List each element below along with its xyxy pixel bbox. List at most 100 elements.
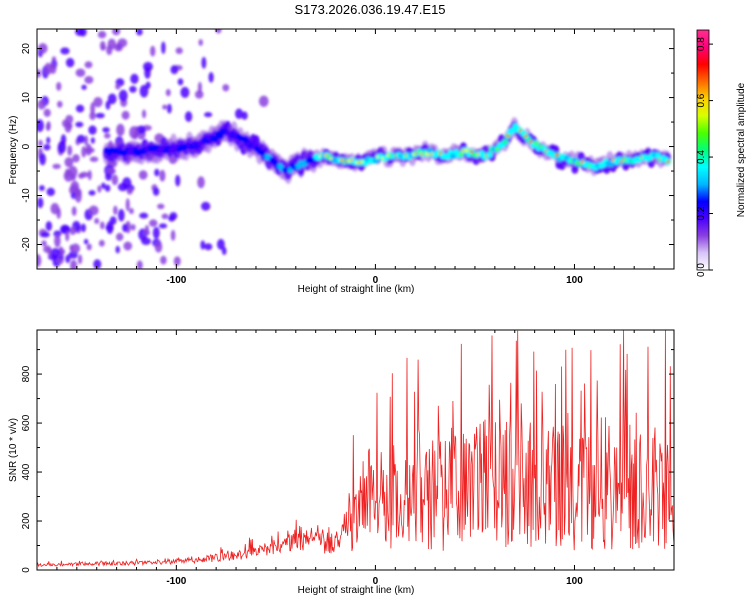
- spectrogram-noise-blob: [157, 203, 165, 210]
- spectrogram-noise-blob: [41, 240, 47, 247]
- spectrogram-noise-blob: [200, 201, 211, 211]
- spectrogram-noise-blob: [60, 47, 70, 55]
- spectrogram-noise-blob: [56, 81, 62, 91]
- spectrogram-noise-blob: [170, 229, 176, 241]
- spectrogram-noise-blob: [170, 65, 179, 75]
- spectrogram-noise-blob: [75, 104, 85, 113]
- spectrogram-noise-blob: [112, 29, 121, 36]
- spectrogram-noise-blob: [116, 123, 125, 137]
- spectrogram-noise-blob: [75, 68, 86, 78]
- spectrogram-noise-blob: [49, 62, 57, 74]
- spectrogram-noise-blob: [118, 209, 125, 222]
- y-tick-label: 0: [21, 143, 32, 149]
- spectrogram-noise-blob: [160, 255, 167, 265]
- spectrogram-noise-blob: [139, 84, 149, 98]
- spectrogram-noise-blob: [107, 38, 117, 50]
- spectrogram-noise-blob: [104, 184, 111, 192]
- x-tick-label: 100: [566, 576, 583, 587]
- x-tick-label: 100: [566, 275, 583, 286]
- spectrogram-body: [603, 165, 611, 174]
- spectrogram-noise-blob: [47, 246, 52, 258]
- spectrogram-noise-blob: [68, 165, 78, 178]
- y-tick-label: 200: [21, 512, 32, 529]
- y-tick-label: -10: [21, 188, 32, 203]
- spectrogram-noise-blob: [197, 176, 205, 189]
- spectrogram-noise-blob: [201, 56, 207, 69]
- spectrogram-noise-blob: [99, 221, 105, 230]
- spectrogram-body: [571, 165, 579, 174]
- spectrogram-noise-blob: [86, 243, 92, 251]
- spectrogram-noise-blob: [138, 170, 148, 180]
- colorbar-tick-label: 0.2: [696, 206, 707, 220]
- spectrogram-noise-blob: [38, 185, 45, 191]
- spectrogram-noise-blob: [162, 104, 168, 110]
- spectrogram-noise-blob: [78, 173, 85, 179]
- spectrogram-noise-blob: [65, 254, 71, 264]
- spectrogram-noise-blob: [165, 88, 171, 97]
- spectrogram-noise-blob: [204, 112, 213, 118]
- colorbar-label: Normalized spectral amplitude: [736, 82, 747, 217]
- spectrogram-peak: [502, 140, 508, 144]
- y-tick-label: 800: [21, 365, 32, 382]
- spectrogram-noise-blob: [37, 254, 42, 267]
- spectrogram-noise-blob: [74, 188, 82, 197]
- spectrogram-noise-blob: [184, 111, 193, 123]
- spectrogram-noise-blob: [51, 56, 57, 62]
- spectrogram-noise-blob: [94, 218, 100, 224]
- spectrogram-noise-blob: [222, 84, 230, 92]
- spectrogram-noise-blob: [46, 187, 55, 197]
- spectrogram-noise-blob: [45, 122, 51, 132]
- spectrogram-noise-blob: [70, 243, 81, 254]
- spectrogram-noise-blob: [46, 136, 51, 144]
- spectrogram-noise-blob: [70, 259, 78, 269]
- spectrogram-noise-blob: [57, 140, 66, 154]
- spectrogram-noise-blob: [64, 157, 74, 168]
- y-tick-label: 20: [21, 43, 32, 55]
- spectrogram-noise-blob: [97, 30, 107, 39]
- spectrogram-noise-blob: [102, 127, 110, 133]
- spectrogram-noise-blob: [126, 187, 133, 195]
- spectrogram-noise-blob: [53, 230, 62, 238]
- spectrogram-noise-blob: [125, 198, 130, 212]
- spectrogram-noise-blob: [38, 43, 48, 54]
- x-tick-label: -100: [166, 576, 186, 587]
- spectrogram-noise-blob: [105, 100, 111, 110]
- spectrogram-noise-blob: [101, 45, 106, 51]
- colorbar: 0.0 0.2 0.4 0.6 0.8 Normalized spectral ampl…: [696, 29, 747, 277]
- spectrogram-noise-blob: [200, 240, 206, 250]
- spectrogram-noise-blob: [158, 223, 168, 229]
- spectrogram-noise-blob: [97, 185, 102, 193]
- spectrogram-noise-blob: [75, 121, 84, 128]
- colorbar-tick-label: 0.6: [696, 93, 707, 107]
- spectrogram-noise-blob: [216, 238, 225, 250]
- spectrogram-noise-blob: [43, 144, 51, 151]
- spectrogram-hotspot: [469, 150, 474, 153]
- spectrogram-xlabel: Height of straight line (km): [298, 284, 415, 295]
- spectrogram-noise-blob: [44, 62, 52, 75]
- spectrogram-hotspot: [529, 140, 533, 143]
- spectrogram-noise-blob: [197, 81, 202, 94]
- spectrogram-core: [212, 135, 219, 142]
- spectrogram-noise-blob: [104, 132, 111, 139]
- snr-panel: -100 0 100 0 200 400 600 800 Height of straight…: [8, 329, 675, 596]
- spectrogram-noise-blob: [208, 72, 214, 83]
- spectrogram-noise-blob: [87, 169, 92, 181]
- figure-title: S173.2026.036.19.47.E15: [294, 2, 445, 17]
- spectrogram-noise-blob: [117, 182, 128, 192]
- x-tick-label: -100: [166, 275, 186, 286]
- spectrogram-core: [486, 151, 493, 158]
- spectrogram-noise-blob: [90, 137, 96, 144]
- spectrogram-noise-blob: [76, 134, 86, 144]
- spectrogram-noise-blob: [56, 100, 63, 108]
- spectrogram-noise-blob: [175, 174, 181, 187]
- spectrogram-noise-blob: [166, 103, 172, 114]
- y-tick-label: 400: [21, 463, 32, 480]
- spectrogram-hotspot: [555, 153, 559, 157]
- spectrogram-noise-blob: [258, 95, 269, 107]
- spectrogram-noise-blob: [118, 89, 128, 102]
- spectrogram-noise-blob: [154, 168, 160, 177]
- spectrogram-core: [271, 159, 278, 166]
- spectrogram-noise-blob: [72, 154, 80, 163]
